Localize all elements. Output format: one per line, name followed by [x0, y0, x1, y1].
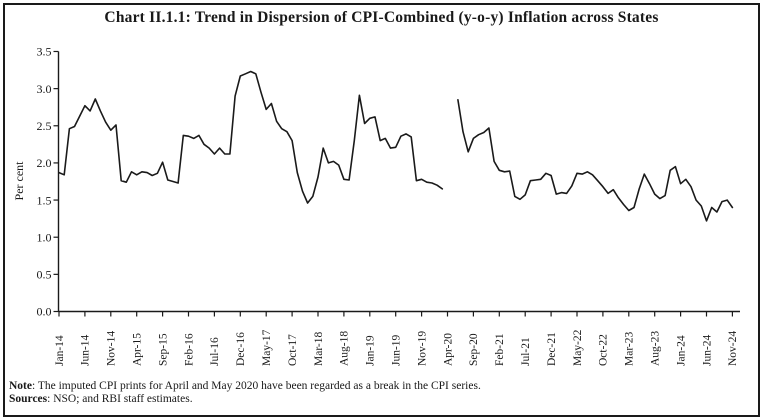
x-tick-label: Mar-23: [624, 331, 636, 366]
x-tick-label: Dec-21: [546, 332, 558, 366]
x-tick-label: Jan-24: [675, 335, 687, 366]
x-tick-label: Nov-14: [106, 331, 118, 366]
x-tick-label: Jun-19: [391, 334, 403, 366]
sources-label: Sources: [9, 392, 48, 405]
x-tick-label: Nov-19: [416, 331, 428, 366]
x-tick-label: Nov-24: [727, 331, 739, 366]
x-tick-label: Mar-18: [313, 331, 325, 366]
x-tick-label: Jan-19: [365, 335, 377, 366]
y-tick-label: 0.5: [37, 268, 52, 282]
dispersion-line: [457, 99, 734, 222]
x-tick-label: Aug-18: [339, 331, 351, 366]
x-tick-label: Oct-22: [598, 334, 610, 366]
y-axis-title: Per cent: [12, 161, 26, 201]
x-tick-label: Aug-23: [650, 331, 662, 366]
x-tick-label: Sep-15: [157, 333, 169, 366]
x-tick-label: Oct-17: [287, 334, 299, 366]
y-tick-label: 0.0: [37, 305, 52, 319]
x-tick-label: May-22: [572, 329, 584, 366]
x-tick-label: Dec-16: [235, 332, 247, 366]
x-tick-label: May-17: [261, 329, 273, 366]
chart-plot: 0.0 0.5 1.0 1.5 2.0 2.5 3.0 3.5 Jan-14 Jun-14 Nov-…: [12, 45, 740, 366]
chart-footnotes: Note: The imputed CPI prints for April a…: [9, 380, 749, 405]
chart-border: [3, 3, 760, 417]
y-tick-label: 2.0: [37, 156, 52, 170]
x-tick-label: Apr-15: [132, 333, 144, 366]
x-tick-label: Jun-24: [701, 334, 713, 366]
x-tick-label: Jun-14: [80, 334, 92, 366]
sources-line: Sources: NSO; and RBI staff estimates.: [9, 393, 749, 406]
x-tick-label: Feb-21: [494, 333, 506, 366]
x-tick-label: Feb-16: [183, 333, 195, 366]
x-tick-label: Jan-14: [54, 335, 66, 366]
note-text: : The imputed CPI prints for April and M…: [32, 380, 481, 392]
note-line: Note: The imputed CPI prints for April a…: [9, 380, 749, 393]
x-tick-label: Jul-21: [520, 337, 532, 366]
y-tick-label: 2.5: [37, 119, 52, 133]
y-tick-label: 3.5: [37, 45, 52, 59]
y-tick-label: 1.0: [37, 230, 52, 244]
note-label: Note: [9, 380, 32, 392]
x-tick-label: Apr-20: [442, 333, 454, 366]
dispersion-line: [58, 70, 444, 204]
x-tick-label: Jul-16: [209, 337, 221, 366]
y-tick-label: 1.5: [37, 193, 52, 207]
chart-title: Chart II.1.1: Trend in Dispersion of CPI…: [104, 9, 659, 26]
y-tick-label: 3.0: [37, 82, 52, 96]
sources-text: : NSO; and RBI staff estimates.: [47, 392, 193, 405]
x-tick-label: Sep-20: [468, 333, 480, 366]
